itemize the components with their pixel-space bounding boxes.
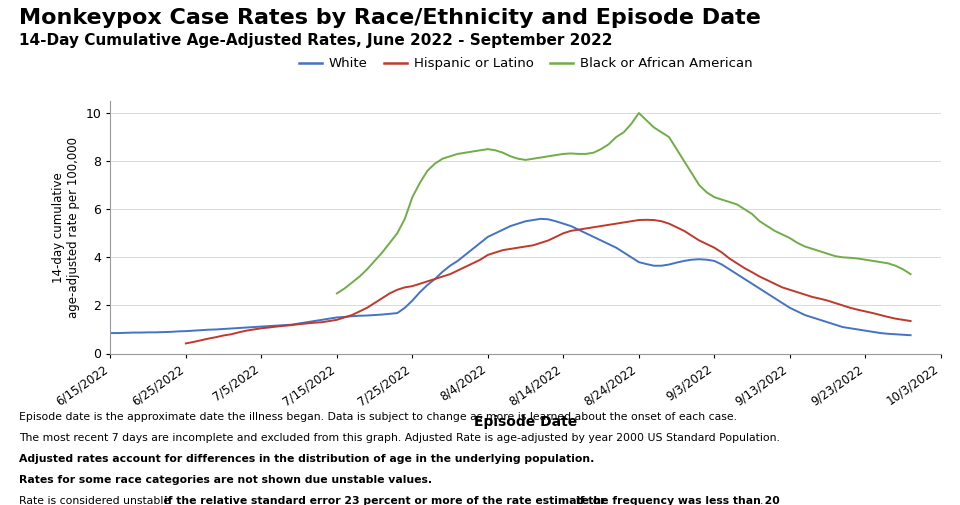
Text: Adjusted rates account for differences in the distribution of age in the underly: Adjusted rates account for differences i…: [19, 454, 594, 464]
Text: Episode date is the approximate date the illness began. Data is subject to chang: Episode date is the approximate date the…: [19, 412, 737, 422]
Text: if the frequency was less than 20: if the frequency was less than 20: [576, 496, 780, 505]
Text: The most recent 7 days are incomplete and excluded from this graph. Adjusted Rat: The most recent 7 days are incomplete an…: [19, 433, 780, 443]
Text: if the relative standard error 23 percent or more of the rate estimate or: if the relative standard error 23 percen…: [164, 496, 610, 505]
Y-axis label: 14-day cumulative
age-adjusted rate per 100,000: 14-day cumulative age-adjusted rate per …: [52, 137, 80, 318]
Text: Rates for some race categories are not shown due unstable values.: Rates for some race categories are not s…: [19, 475, 432, 485]
X-axis label: Episode Date: Episode Date: [474, 415, 577, 429]
Text: 14-Day Cumulative Age-Adjusted Rates, June 2022 - September 2022: 14-Day Cumulative Age-Adjusted Rates, Ju…: [19, 33, 612, 48]
Text: .: .: [760, 496, 763, 505]
Text: Monkeypox Case Rates by Race/Ethnicity and Episode Date: Monkeypox Case Rates by Race/Ethnicity a…: [19, 8, 761, 28]
Text: Rate is considered unstable: Rate is considered unstable: [19, 496, 174, 505]
Legend: White, Hispanic or Latino, Black or African American: White, Hispanic or Latino, Black or Afri…: [294, 52, 757, 76]
